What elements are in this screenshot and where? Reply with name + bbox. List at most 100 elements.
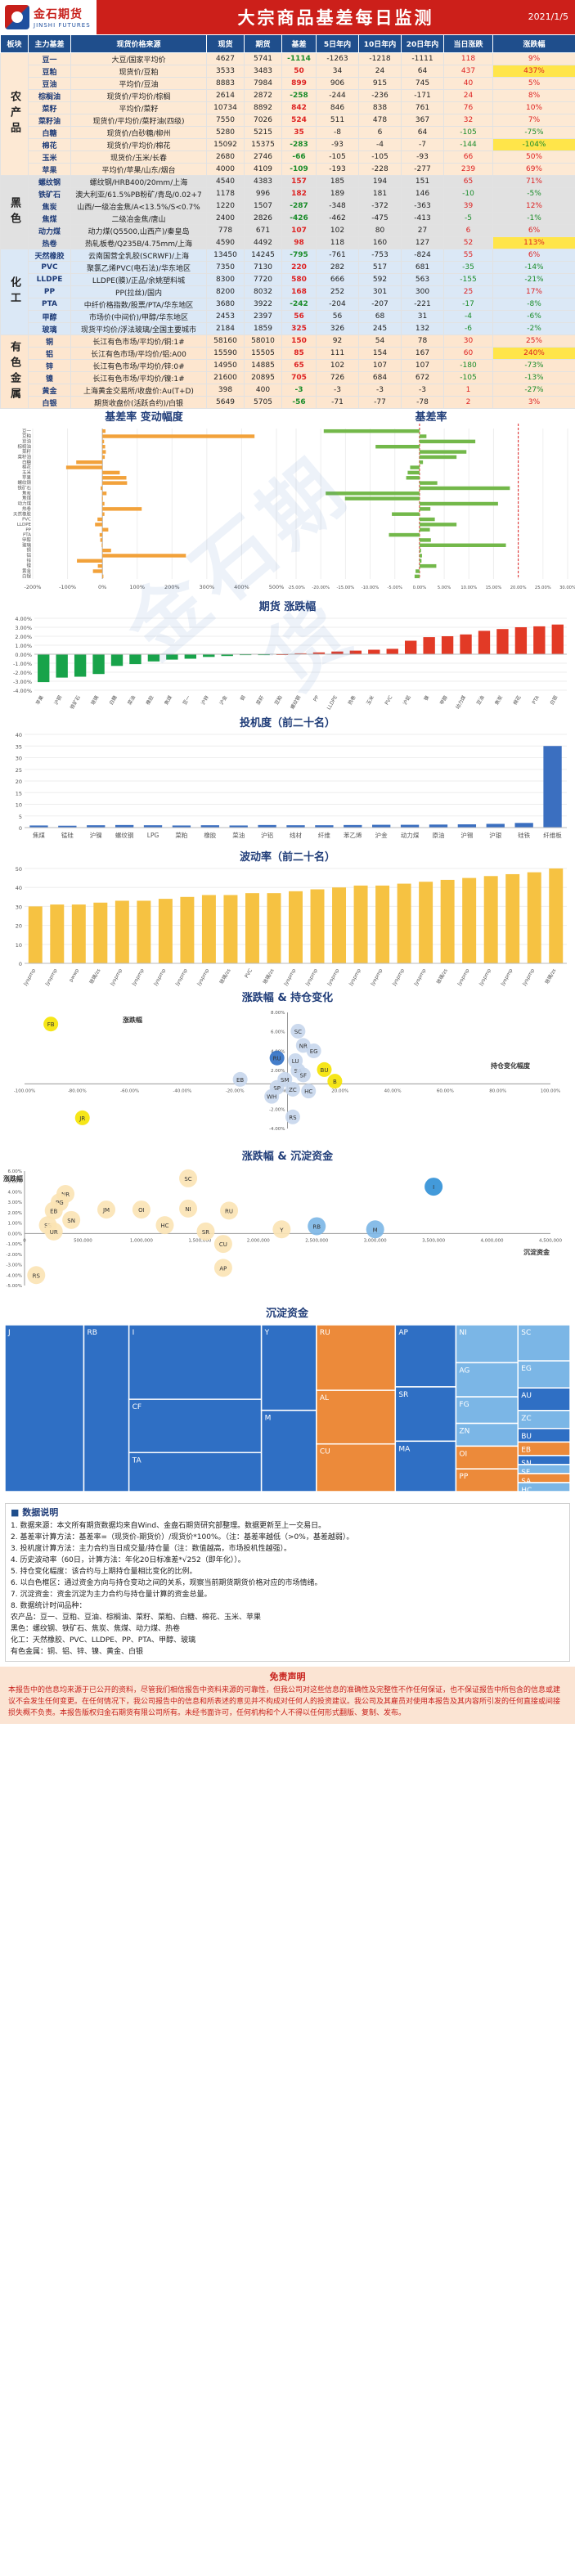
scatter-point (62, 1210, 81, 1229)
bar (410, 465, 420, 469)
change-pct: 7% (492, 114, 575, 127)
commodity-name: 棕榈油 (28, 89, 71, 102)
table-row: 菜籽油 现货价/平均价/菜籽油(四级) 7550 7026 524 511 478 367 32… (1, 114, 575, 127)
category-label: 豆一 (182, 695, 191, 707)
table-row: 菜籽 平均价/菜籽 10734 8892 842 846 838 761 76 10% (1, 101, 575, 114)
spot-source: PP(拉丝)/国内 (70, 285, 207, 298)
commodity-name: 焦炭 (28, 200, 71, 213)
bar (239, 654, 252, 656)
scatter-point (196, 1222, 215, 1241)
category-label: 豆粕 (273, 694, 284, 706)
bar (389, 532, 420, 537)
category-label: 豆粕 (22, 433, 31, 439)
bar (102, 548, 111, 553)
bar (414, 574, 420, 579)
disclaimer-title: 免责声明 (269, 1672, 306, 1682)
category-label: 豆油 (475, 694, 486, 706)
spot-source: 现货价/平均价/菜籽油(四级) (70, 114, 207, 127)
basis-20d: -413 (401, 212, 444, 225)
category-label: Jyopmp (152, 967, 167, 986)
category-label: Jyopmp (370, 967, 384, 986)
spot-source: 山西/一级冶金焦/A<13.5%/S<0.7% (70, 200, 207, 213)
category-label: 沪金 (375, 831, 388, 839)
basis: 98 (281, 236, 317, 249)
spot-source: 大豆/国家平均价 (70, 52, 207, 65)
category-label: 菜油 (126, 694, 137, 706)
change-pct: 17% (492, 285, 575, 298)
category-label: 沪铜 (52, 694, 63, 706)
tick-label: 35 (16, 743, 22, 750)
category-label: Jyopmp (174, 967, 189, 986)
spot-price: 1220 (206, 200, 245, 213)
bar (505, 873, 520, 963)
bar (332, 887, 347, 963)
category-label: PVC (244, 968, 254, 980)
futures-price: 4492 (244, 236, 282, 249)
bar (71, 904, 86, 963)
daily-change: -6 (443, 322, 493, 335)
basis: 899 (281, 77, 317, 90)
commodity-name: 铜 (28, 334, 71, 348)
tick-label: 2,500,000 (305, 1238, 328, 1243)
report-title: 大宗商品基差每日监测 (237, 8, 434, 28)
point-label: RU (273, 1056, 281, 1062)
category-label: 玻璃/zs (262, 967, 276, 985)
bar (102, 470, 120, 475)
logo-mark-icon (5, 5, 29, 29)
spot-price: 4627 (206, 52, 245, 65)
bar (419, 563, 437, 568)
bar (99, 532, 103, 537)
basis-5d: -204 (316, 298, 359, 311)
spot-source: 二级冶金焦/唐山 (70, 212, 207, 225)
change-pct: 25% (492, 334, 575, 348)
category-label: PVC (384, 695, 393, 707)
treemap-cell (260, 1409, 317, 1492)
daily-change: -144 (443, 138, 493, 151)
spot-price: 5280 (206, 126, 245, 139)
basis-5d: 326 (316, 322, 359, 335)
spot-price: 1178 (206, 187, 245, 200)
basis: 168 (281, 285, 317, 298)
tick-label: 5 (19, 814, 22, 820)
basis-10d: 517 (358, 261, 402, 274)
bar (102, 491, 107, 496)
category-label: Jyopmp (413, 967, 428, 986)
treemap-label: I (133, 1329, 135, 1337)
category-label: 菜籽 (254, 694, 265, 706)
tick-label: 20 (16, 779, 22, 785)
basis-20d: 151 (401, 175, 444, 188)
category-label: pwwp (68, 967, 80, 983)
tick-label: -20.00% (226, 1088, 245, 1093)
tick-label: 4.00% (8, 1190, 22, 1195)
spot-price: 10734 (206, 101, 245, 114)
category-label: 纤维板 (543, 831, 562, 839)
category-label: PP (312, 694, 321, 702)
bar (323, 429, 420, 433)
bar (92, 654, 105, 675)
treemap-label: AG (459, 1367, 469, 1375)
category-label: 铁矿石 (17, 485, 31, 491)
bar (201, 895, 216, 963)
change-pct: 5% (492, 77, 575, 90)
bar (102, 527, 109, 532)
basis-5d: -105 (316, 150, 359, 164)
category-label: Jyopmp (131, 967, 146, 986)
scatter-point (220, 1201, 239, 1220)
basis-20d: 107 (401, 359, 444, 372)
bar (405, 640, 417, 654)
spot-source: 聚氯乙烯PVC(电石法)/华东地区 (70, 261, 207, 274)
scatter-point (97, 1200, 116, 1219)
bar (101, 496, 103, 500)
point-label: SR (202, 1229, 209, 1236)
daily-change: -35 (443, 261, 493, 274)
notes-lines: 1. 数据来源：本文所有期货数据均来自Wind、金盘石期货研究部整理。数据更新至… (11, 1520, 564, 1658)
basis-20d: 761 (401, 101, 444, 114)
table-row: 白糖 现货价/白砂糖/柳州 5280 5215 35 -8 6 64 -105 -75% (1, 126, 575, 139)
category-label: 白糖 (108, 694, 119, 706)
chart-title: 投机度（前二十名） (240, 716, 335, 729)
basis: -66 (281, 150, 317, 164)
tick-label: 3,500,000 (422, 1238, 445, 1243)
bar (77, 559, 103, 563)
bar (29, 825, 48, 828)
spot-price: 5649 (206, 396, 245, 409)
